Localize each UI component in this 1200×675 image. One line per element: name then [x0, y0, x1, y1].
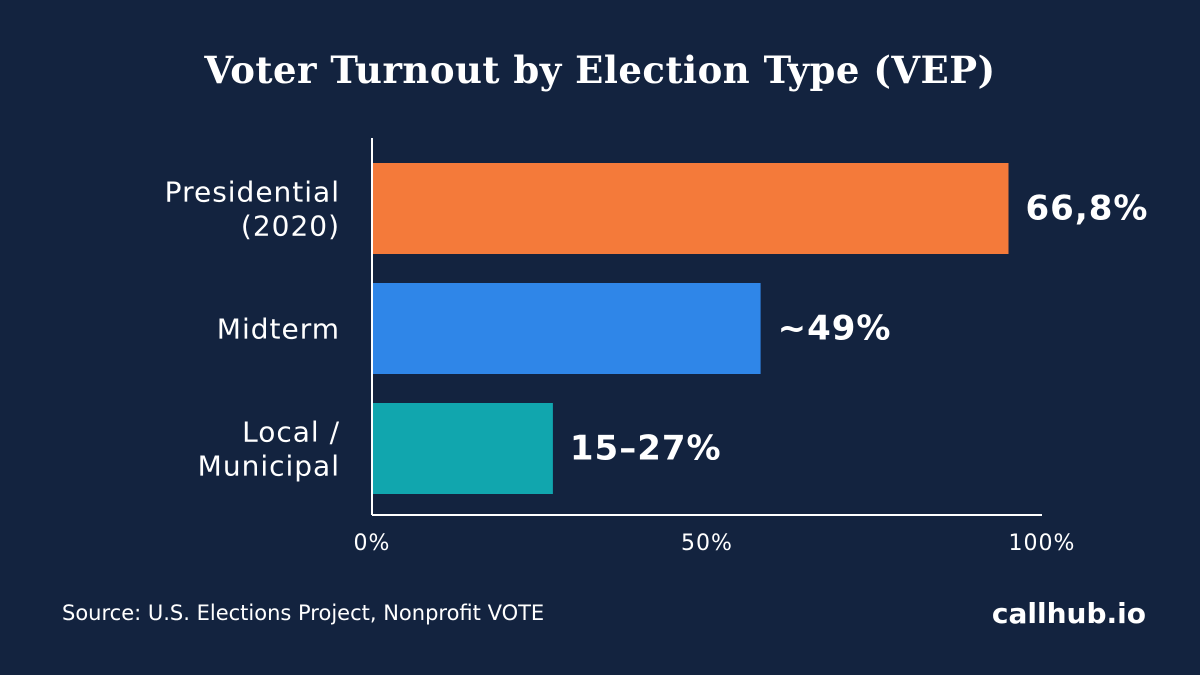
- category-label: Local /: [242, 416, 340, 449]
- source-note: Source: U.S. Elections Project, Nonprofi…: [62, 601, 545, 625]
- category-label: (2020): [241, 210, 340, 243]
- x-tick-label: 0%: [354, 531, 391, 556]
- category-label: Midterm: [217, 313, 340, 346]
- x-tick-label: 50%: [681, 531, 733, 556]
- bar: [372, 283, 761, 374]
- chart-title: Voter Turnout by Election Type (VEP): [204, 48, 996, 92]
- bar: [372, 403, 553, 494]
- bar-value-label: ~49%: [778, 309, 892, 349]
- brand-logo: callhub.io: [991, 597, 1146, 630]
- x-tick-label: 100%: [1009, 531, 1076, 556]
- category-label: Presidential: [165, 176, 340, 209]
- bar-value-label: 66,8%: [1026, 189, 1149, 229]
- bar: [372, 163, 1009, 254]
- category-label: Municipal: [198, 450, 340, 483]
- bar-value-label: 15–27%: [570, 429, 722, 469]
